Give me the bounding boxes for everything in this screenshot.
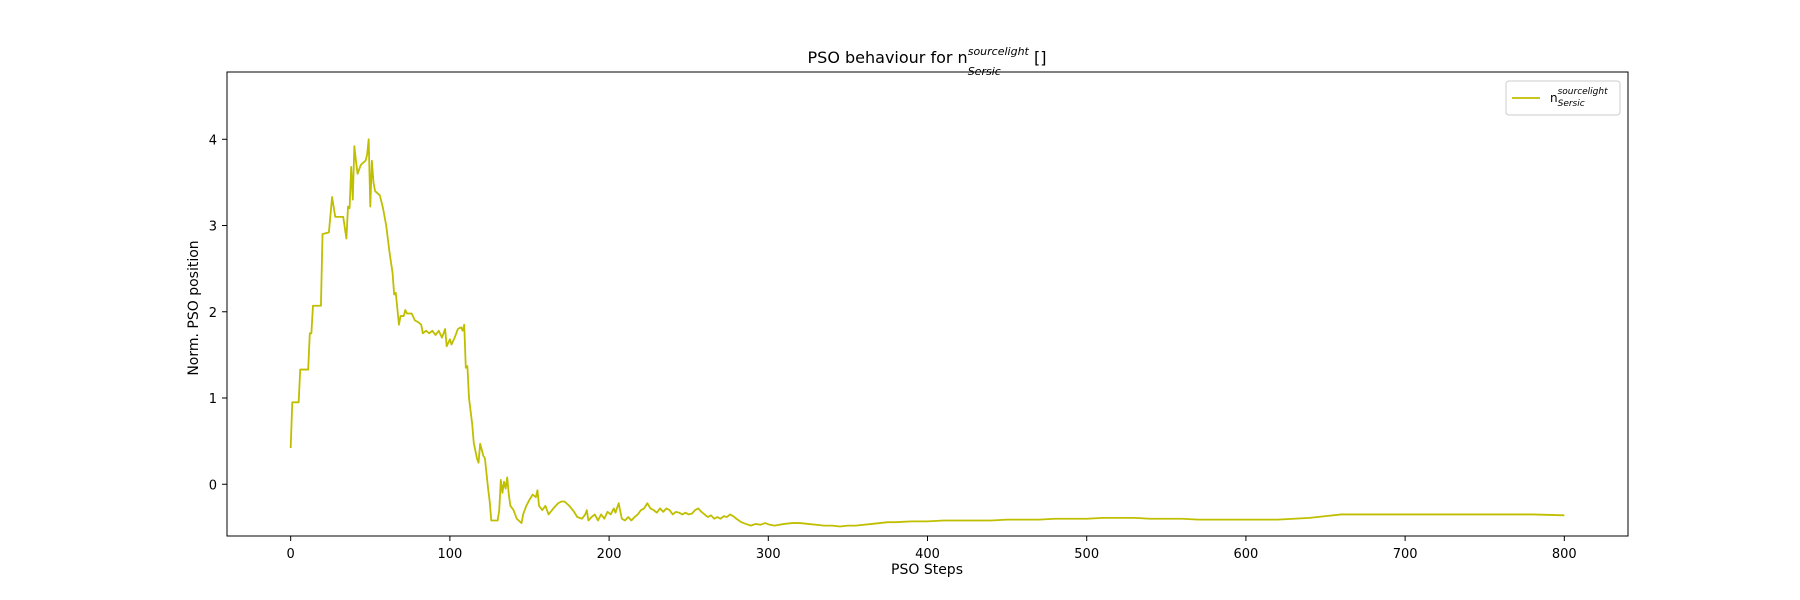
y-tick-label: 3 xyxy=(209,220,217,235)
chart-title: PSO behaviour for nSersicsourcelight [] xyxy=(808,45,1047,78)
legend-label: nSersicsourcelight xyxy=(1550,87,1608,109)
x-tick-label: 200 xyxy=(597,547,622,562)
y-tick-label: 0 xyxy=(209,478,217,493)
series-line-0 xyxy=(289,138,1565,528)
x-tick-label: 800 xyxy=(1552,547,1577,562)
x-tick-label: 700 xyxy=(1393,547,1418,562)
x-tick-label: 400 xyxy=(915,547,940,562)
plot-area: 0 100 200 300 400 500 600 700 800 0 1 2 3 4 xyxy=(209,71,1629,562)
x-axis-label: PSO Steps xyxy=(891,562,963,578)
y-tick-label: 4 xyxy=(209,133,217,148)
legend: nSersicsourcelight xyxy=(1505,80,1621,116)
x-tick-label: 500 xyxy=(1074,547,1099,562)
axes-frame xyxy=(226,71,1629,537)
x-tick-label: 300 xyxy=(756,547,781,562)
legend-frame xyxy=(1505,80,1621,116)
y-axis-label: Norm. PSO position xyxy=(186,240,202,375)
y-tick-label: 2 xyxy=(209,306,217,321)
x-tick-label: 600 xyxy=(1233,547,1258,562)
x-tick-label: 0 xyxy=(287,547,295,562)
x-tick-label: 100 xyxy=(437,547,462,562)
y-tick-label: 1 xyxy=(209,392,217,407)
